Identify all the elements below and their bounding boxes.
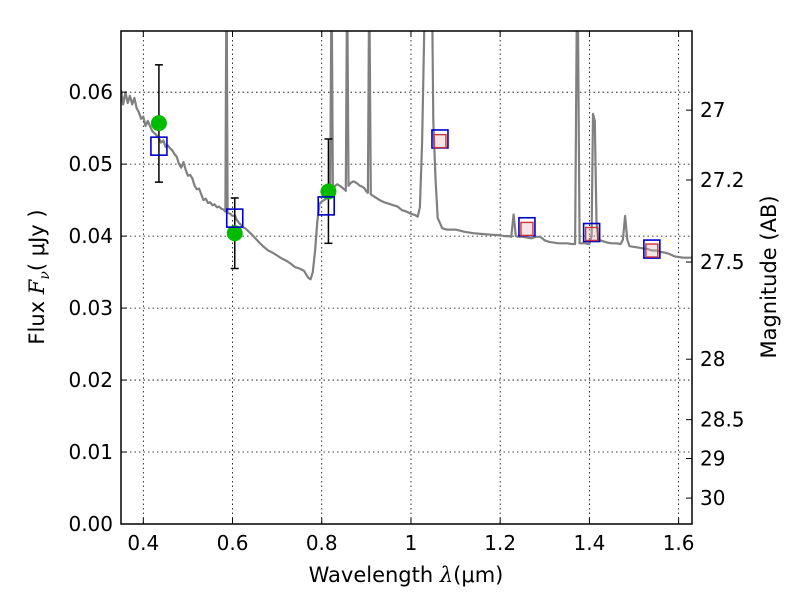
y2-tick-label: 27.5 xyxy=(700,250,745,274)
x-tick-label: 1.2 xyxy=(484,531,516,555)
y2-tick-label: 28.5 xyxy=(700,408,745,432)
observed-point xyxy=(320,183,337,200)
observed-point xyxy=(226,225,243,242)
y-tick-label: 0.04 xyxy=(68,224,113,248)
predicted-band-square xyxy=(584,226,599,242)
model-band-square xyxy=(643,239,661,259)
y-axis-label-sub: ν xyxy=(37,271,53,280)
x-tick-label: 1 xyxy=(405,531,418,555)
y2-tick-label: 27 xyxy=(700,98,725,122)
x-tick-label: 1.6 xyxy=(663,531,695,555)
spectrum-line xyxy=(121,31,692,281)
y-tick-label: 0.02 xyxy=(68,368,113,392)
model-band-square xyxy=(317,196,336,216)
y2-tick-label: 29 xyxy=(700,447,725,471)
x-tick-label: 0.8 xyxy=(306,531,338,555)
y-axis-label-symbol: F xyxy=(25,278,49,295)
y2-axis-ticks: 27 27.2 27.5 28 28.5 29 30 xyxy=(686,98,745,510)
predicted-band-square xyxy=(520,221,534,237)
model-band-square xyxy=(582,222,601,243)
model-band-square xyxy=(150,136,168,156)
x-axis-ticks: 0.4 0.6 0.8 1 1.2 1.4 1.6 xyxy=(127,31,695,555)
y-axis-ticks: 0.00 0.01 0.02 0.03 0.04 0.05 0.06 xyxy=(68,80,127,536)
x-tick-label: 0.4 xyxy=(127,531,159,555)
x-axis-label: Wavelength λ(μm) xyxy=(309,563,504,587)
y2-tick-label: 27.2 xyxy=(700,168,745,192)
x-axis-label-symbol: λ xyxy=(439,563,453,587)
y-tick-label: 0.06 xyxy=(68,80,113,104)
x-tick-label: 1.4 xyxy=(573,531,605,555)
y-axis-label-prefix: Flux xyxy=(25,294,49,344)
predicted-band-square xyxy=(433,133,447,149)
y2-tick-label: 28 xyxy=(700,347,725,371)
y-axis-label: Flux Fν( μJy ) xyxy=(25,209,53,344)
plot-frame xyxy=(120,30,693,525)
x-axis-label-unit: (μm) xyxy=(453,563,503,587)
x-axis-label-prefix: Wavelength xyxy=(309,563,440,587)
y-tick-label: 0.01 xyxy=(68,440,113,464)
y-tick-label: 0.03 xyxy=(68,296,113,320)
y-tick-label: 0.05 xyxy=(68,152,113,176)
model-band-square xyxy=(225,208,244,228)
y-axis-label-unit: ( μJy ) xyxy=(25,209,49,271)
y-tick-label: 0.00 xyxy=(68,512,113,536)
model-spectrum xyxy=(121,31,692,281)
observed-point xyxy=(150,115,167,132)
data-markers xyxy=(150,115,661,259)
predicted-band-square xyxy=(645,243,659,258)
x-tick-label: 0.6 xyxy=(217,531,249,555)
y2-axis-label: Magnitude (AB) xyxy=(757,195,781,358)
grid-lines xyxy=(121,31,692,525)
y2-tick-label: 30 xyxy=(700,486,725,510)
